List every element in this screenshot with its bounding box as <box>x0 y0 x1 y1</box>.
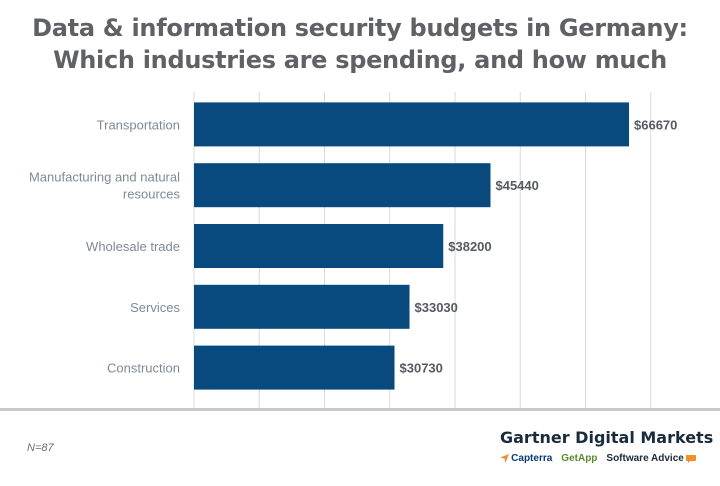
category-label: Services <box>130 300 180 315</box>
software-advice-label: Software Advice <box>606 453 684 464</box>
capterra-label: Capterra <box>511 453 553 464</box>
chart-title-line-2: Which industries are spending, and how m… <box>53 46 667 74</box>
capterra-logo: Capterra <box>500 453 552 464</box>
bar-value-label: $38200 <box>448 239 491 254</box>
software-advice-logo: Software Advice <box>606 453 696 464</box>
getapp-label: GetApp <box>561 453 598 464</box>
bar-value-label: $66670 <box>634 117 677 132</box>
bar <box>194 102 630 147</box>
bar <box>194 284 410 329</box>
brand-block: Gartner Digital Markets Capterra GetApp … <box>500 428 714 464</box>
speech-bubble-icon <box>685 454 696 463</box>
footer-divider <box>0 408 720 411</box>
bar <box>194 224 444 268</box>
category-label: Manufacturing and natural resources <box>29 170 181 202</box>
chart-title-line-1: Data & information security budgets in G… <box>32 14 688 42</box>
category-label: Construction <box>107 361 180 376</box>
bar-value-label: $33030 <box>415 300 458 315</box>
category-label-line: resources <box>123 187 181 202</box>
category-label-line: Transportation <box>97 117 180 132</box>
sample-size-note: N=87 <box>27 442 54 454</box>
sub-brand-row: Capterra GetApp Software Advice <box>500 453 696 464</box>
category-label-line: Construction <box>107 361 180 376</box>
brand-logo-text: Gartner Digital Markets <box>500 428 714 447</box>
category-label-line: Wholesale trade <box>86 239 180 254</box>
getapp-logo: GetApp <box>561 453 597 464</box>
category-label-line: Manufacturing and natural <box>29 170 180 185</box>
chart-title: Data & information security budgets in G… <box>0 12 720 76</box>
bar <box>194 345 395 390</box>
bar-value-label: $45440 <box>495 178 538 193</box>
category-label: Transportation <box>97 117 180 132</box>
capterra-arrow-icon <box>500 454 510 463</box>
bar <box>194 163 491 208</box>
category-label-line: Services <box>130 300 180 315</box>
category-label: Wholesale trade <box>86 239 180 254</box>
bar-chart: $66670 Transportation $45440 Manufacturing … <box>29 92 677 408</box>
bar-value-label: $30730 <box>400 361 443 376</box>
